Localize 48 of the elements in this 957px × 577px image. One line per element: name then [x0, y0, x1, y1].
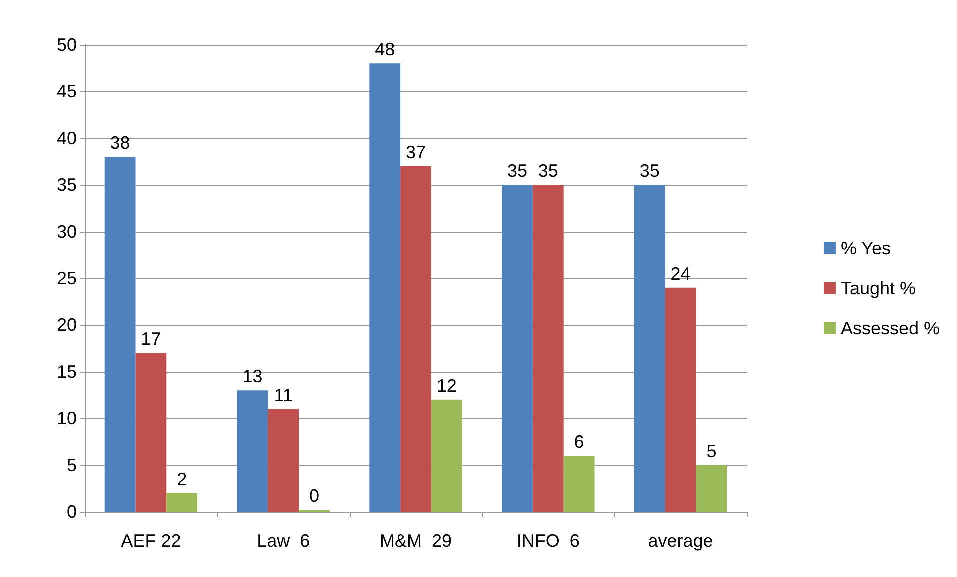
y-tick-label: 45 — [56, 82, 77, 102]
legend-label: Assessed % — [840, 318, 940, 338]
data-label: 37 — [406, 142, 426, 162]
x-tick-label: M&M 29 — [380, 531, 452, 551]
data-label: 13 — [242, 366, 263, 387]
legend-label: Taught % — [840, 278, 916, 298]
bar — [502, 185, 533, 512]
data-label: 12 — [436, 376, 457, 396]
bar — [166, 493, 198, 512]
bar — [237, 390, 268, 512]
x-tick-label: AEF 22 — [121, 531, 182, 551]
bar — [564, 456, 595, 512]
y-tick-label: 20 — [56, 315, 77, 336]
bar — [400, 166, 432, 512]
bar — [431, 400, 462, 512]
data-label: 0 — [309, 486, 320, 506]
data-label: 48 — [375, 40, 396, 60]
x-tick-label: INFO 6 — [516, 531, 580, 551]
data-label: 38 — [110, 133, 130, 154]
data-label: 35 — [507, 161, 528, 182]
bar — [268, 409, 300, 512]
data-label: 11 — [274, 385, 293, 406]
bar — [136, 353, 167, 512]
bar — [696, 465, 728, 512]
y-tick-label: 5 — [66, 455, 77, 476]
data-label: 17 — [141, 329, 162, 350]
y-tick-label: 30 — [56, 222, 77, 242]
y-tick-label: 25 — [56, 268, 77, 288]
y-tick-label: 15 — [56, 362, 77, 382]
bar — [370, 64, 401, 512]
data-label: 24 — [670, 264, 691, 284]
y-tick-label: 35 — [56, 175, 77, 196]
data-label: 2 — [177, 469, 188, 490]
x-tick-label: average — [648, 531, 714, 551]
bar — [532, 185, 564, 512]
y-tick-label: 0 — [66, 502, 77, 522]
data-label: 35 — [538, 161, 558, 182]
data-label: 6 — [574, 432, 584, 452]
y-tick-label: 50 — [56, 35, 77, 55]
bar — [665, 288, 696, 512]
data-label: 5 — [706, 441, 717, 462]
legend-label: % Yes — [840, 238, 892, 258]
y-tick-label: 40 — [56, 128, 77, 148]
y-tick-label: 10 — [56, 408, 77, 429]
bar — [104, 157, 136, 512]
x-tick-label: Law 6 — [257, 531, 310, 551]
bar — [634, 185, 666, 512]
data-label: 35 — [640, 161, 660, 182]
